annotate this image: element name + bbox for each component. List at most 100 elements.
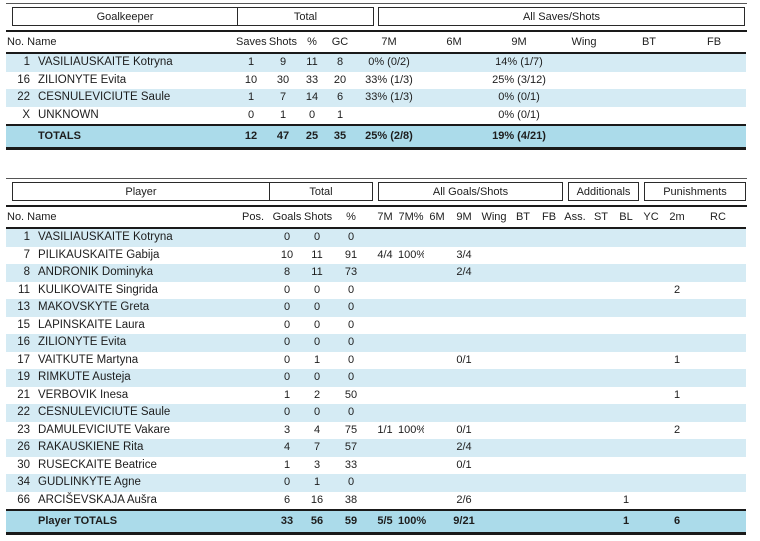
cell-ass <box>562 334 588 352</box>
cell-m9: 25% (3/12) <box>492 73 546 86</box>
cell-m6 <box>422 89 486 107</box>
cell-m2 <box>664 264 690 282</box>
cell-m9 <box>450 474 478 492</box>
cell-saves: 1 <box>247 56 255 68</box>
cell-bt <box>510 228 536 247</box>
cell-m9 <box>450 404 478 422</box>
cell-pos <box>236 299 270 317</box>
totals-cell-m2: 6 <box>673 515 681 527</box>
cell-shots: 7 <box>279 91 287 103</box>
cell-pct: 0 <box>308 108 316 121</box>
cell-m7 <box>372 387 398 405</box>
cell-st <box>588 387 614 405</box>
cell-goals: 0 <box>283 336 291 348</box>
cell-ass <box>562 282 588 300</box>
column-header-m9: 9M <box>456 211 472 223</box>
cell-pos <box>236 387 270 405</box>
cell-bl <box>614 317 638 335</box>
cell-m7: 33% (1/3) <box>365 73 413 86</box>
cell-name: 16 ZILIONYTE Evita <box>6 334 236 352</box>
cell-bt <box>616 107 682 126</box>
column-header-rc: RC <box>710 211 726 223</box>
player-number: 13 <box>17 301 30 313</box>
totals-cell-fb <box>536 510 562 534</box>
player-name: ZILIONYTE Evita <box>38 73 127 86</box>
table-row: 19 RIMKUTE Austeja 0 0 0 <box>6 369 746 387</box>
cell-bt <box>510 264 536 282</box>
cell-name: 34 GUDLINKYTE Agne <box>6 474 236 492</box>
cell-m9: 0% (0/1) <box>498 91 540 103</box>
column-header-pct: % <box>346 211 356 223</box>
player-number: 16 <box>17 73 30 86</box>
cell-shots: 0 <box>313 283 321 296</box>
player-number: 22 <box>17 406 30 418</box>
cell-m2: 2 <box>673 423 681 436</box>
cell-m6 <box>424 369 450 387</box>
cell-pct: 33 <box>344 458 358 471</box>
cell-bl <box>614 247 638 265</box>
column-header-pos: Pos. <box>241 211 264 223</box>
player-name: CESNULEVICIUTE Saule <box>38 406 171 418</box>
cell-wing <box>478 334 510 352</box>
cell-fb <box>536 474 562 492</box>
cell-pos <box>236 228 270 247</box>
cell-m6 <box>424 422 450 440</box>
cell-m7: 1/1 <box>377 423 393 436</box>
cell-pct: 33 <box>305 73 319 86</box>
cell-st <box>588 457 614 475</box>
group-header-goalkeeper: Goalkeeper <box>12 7 238 26</box>
cell-ass <box>562 228 588 247</box>
cell-saves: 10 <box>244 73 258 86</box>
cell-ass <box>562 492 588 511</box>
player-number: X <box>22 108 30 121</box>
cell-st <box>588 334 614 352</box>
cell-name: 1 VASILIAUSKAITE Kotryna <box>6 228 236 247</box>
cell-goals: 0 <box>283 231 291 243</box>
cell-pos <box>236 404 270 422</box>
player-number: 30 <box>17 458 30 471</box>
cell-fb <box>536 492 562 511</box>
player-number: 15 <box>17 318 30 331</box>
table-row: 7 PILIKAUSKAITE Gabija 10 11 91 4/4 100% 3/4 <box>6 247 746 265</box>
cell-m6 <box>424 317 450 335</box>
group-header-all-saves-shots: All Saves/Shots <box>378 7 745 26</box>
cell-m2 <box>664 369 690 387</box>
column-header-name: No. Name <box>7 211 57 223</box>
cell-st <box>588 228 614 247</box>
cell-name: 23 DAMULEVICIUTE Vakare <box>6 422 236 440</box>
cell-fb <box>682 53 746 72</box>
group-header-total: Total <box>237 7 374 26</box>
group-header-punishments: Punishments <box>644 182 746 201</box>
cell-wing <box>478 457 510 475</box>
cell-m7pct <box>398 439 424 457</box>
totals-row: TOTALS 12 47 25 35 25% (2/8) 19% (4/21) <box>6 125 746 149</box>
cell-st <box>588 369 614 387</box>
player-number: 1 <box>23 56 30 68</box>
table-row: 26 RAKAUSKIENE Rita 4 7 57 2/4 <box>6 439 746 457</box>
totals-cell-ass <box>562 510 588 534</box>
player-name: RAKAUSKIENE Rita <box>38 441 144 453</box>
cell-m2 <box>664 247 690 265</box>
player-name: ARCIŠEVSKAJA Aušra <box>38 493 157 506</box>
cell-wing <box>478 247 510 265</box>
cell-bt <box>510 457 536 475</box>
group-header-player: Player <box>12 182 270 201</box>
cell-name: 26 RAKAUSKIENE Rita <box>6 439 236 457</box>
cell-pct: 0 <box>347 476 355 488</box>
column-header-m7: 7M <box>377 211 393 223</box>
cell-bl <box>614 474 638 492</box>
cell-pos <box>236 422 270 440</box>
cell-name: 7 PILIKAUSKAITE Gabija <box>6 247 236 265</box>
player-name: VASILIAUSKAITE Kotryna <box>38 231 173 243</box>
cell-yc <box>638 282 664 300</box>
player-name: PILIKAUSKAITE Gabija <box>38 248 160 261</box>
cell-ass <box>562 422 588 440</box>
table-row: 17 VAITKUTE Martyna 0 1 0 0/1 1 <box>6 352 746 370</box>
cell-ass <box>562 439 588 457</box>
player-name: CESNULEVICIUTE Saule <box>38 91 171 103</box>
cell-yc <box>638 317 664 335</box>
cell-pos <box>236 317 270 335</box>
cell-goals: 1 <box>283 388 291 401</box>
cell-goals: 0 <box>283 283 291 296</box>
cell-rc <box>690 474 746 492</box>
